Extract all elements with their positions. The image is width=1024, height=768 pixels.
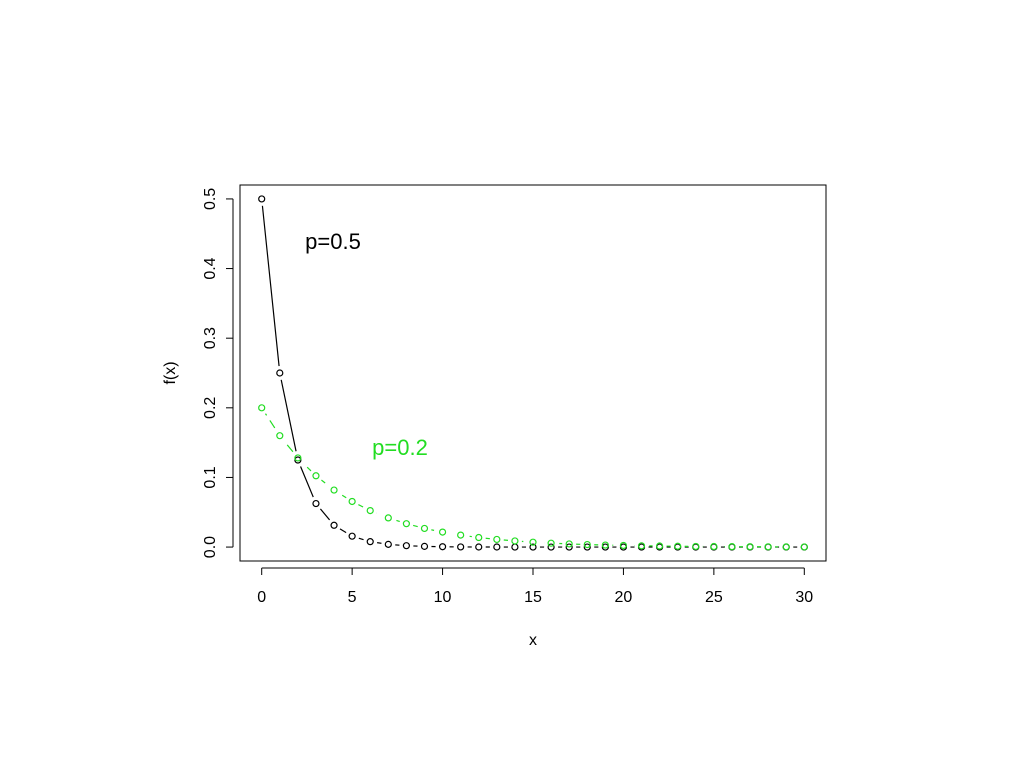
y-tick-label: 0.0 xyxy=(202,536,219,558)
y-axis-label: f(x) xyxy=(162,361,179,384)
point xyxy=(384,514,392,522)
point xyxy=(366,538,374,546)
point xyxy=(583,543,591,551)
point xyxy=(457,543,465,551)
point xyxy=(366,506,374,515)
point xyxy=(348,532,356,540)
point xyxy=(330,486,338,494)
point xyxy=(330,521,338,529)
point xyxy=(402,542,410,550)
point xyxy=(258,195,266,203)
point xyxy=(276,432,284,440)
point xyxy=(475,543,483,551)
point xyxy=(348,497,356,506)
point xyxy=(529,538,537,546)
x-tick-label: 20 xyxy=(615,589,633,606)
point xyxy=(782,543,790,551)
point xyxy=(438,543,447,551)
point xyxy=(583,540,591,549)
point xyxy=(565,540,573,548)
point xyxy=(710,542,718,551)
point xyxy=(438,528,447,536)
point xyxy=(601,541,609,549)
x-tick-label: 10 xyxy=(434,589,452,606)
x-tick-label: 25 xyxy=(705,589,723,606)
point xyxy=(547,543,555,551)
point xyxy=(692,542,700,551)
point xyxy=(529,543,537,551)
x-axis-label: x xyxy=(529,632,537,649)
point xyxy=(312,499,320,508)
series-label: p=0.5 xyxy=(305,229,361,254)
point xyxy=(493,535,501,544)
point xyxy=(511,537,519,545)
y-tick-label: 0.1 xyxy=(202,466,219,488)
x-tick-label: 5 xyxy=(348,589,357,606)
point xyxy=(656,542,664,550)
point xyxy=(294,454,302,462)
y-tick-label: 0.4 xyxy=(202,257,219,279)
point xyxy=(674,542,682,550)
point xyxy=(384,540,392,548)
point xyxy=(601,543,609,551)
point xyxy=(565,543,573,551)
point xyxy=(746,543,754,551)
point xyxy=(276,369,284,377)
point xyxy=(420,542,429,550)
x-tick-label: 15 xyxy=(524,589,542,606)
point xyxy=(258,404,266,412)
x-tick-label: 0 xyxy=(257,589,266,606)
point xyxy=(800,543,808,551)
y-tick-label: 0.2 xyxy=(202,397,219,419)
point xyxy=(493,543,501,551)
point xyxy=(619,541,628,550)
point xyxy=(547,539,555,547)
x-tick-label: 30 xyxy=(795,589,813,606)
point xyxy=(475,533,483,542)
plot-box xyxy=(239,184,827,562)
point xyxy=(764,543,772,551)
point xyxy=(420,524,429,533)
y-tick-label: 0.5 xyxy=(202,188,219,210)
series-line xyxy=(261,407,805,548)
series-label: p=0.2 xyxy=(372,435,428,460)
point xyxy=(457,531,465,539)
y-tick-label: 0.3 xyxy=(202,327,219,349)
point xyxy=(637,542,646,550)
point xyxy=(728,543,736,551)
point xyxy=(402,520,410,528)
point xyxy=(312,472,320,480)
